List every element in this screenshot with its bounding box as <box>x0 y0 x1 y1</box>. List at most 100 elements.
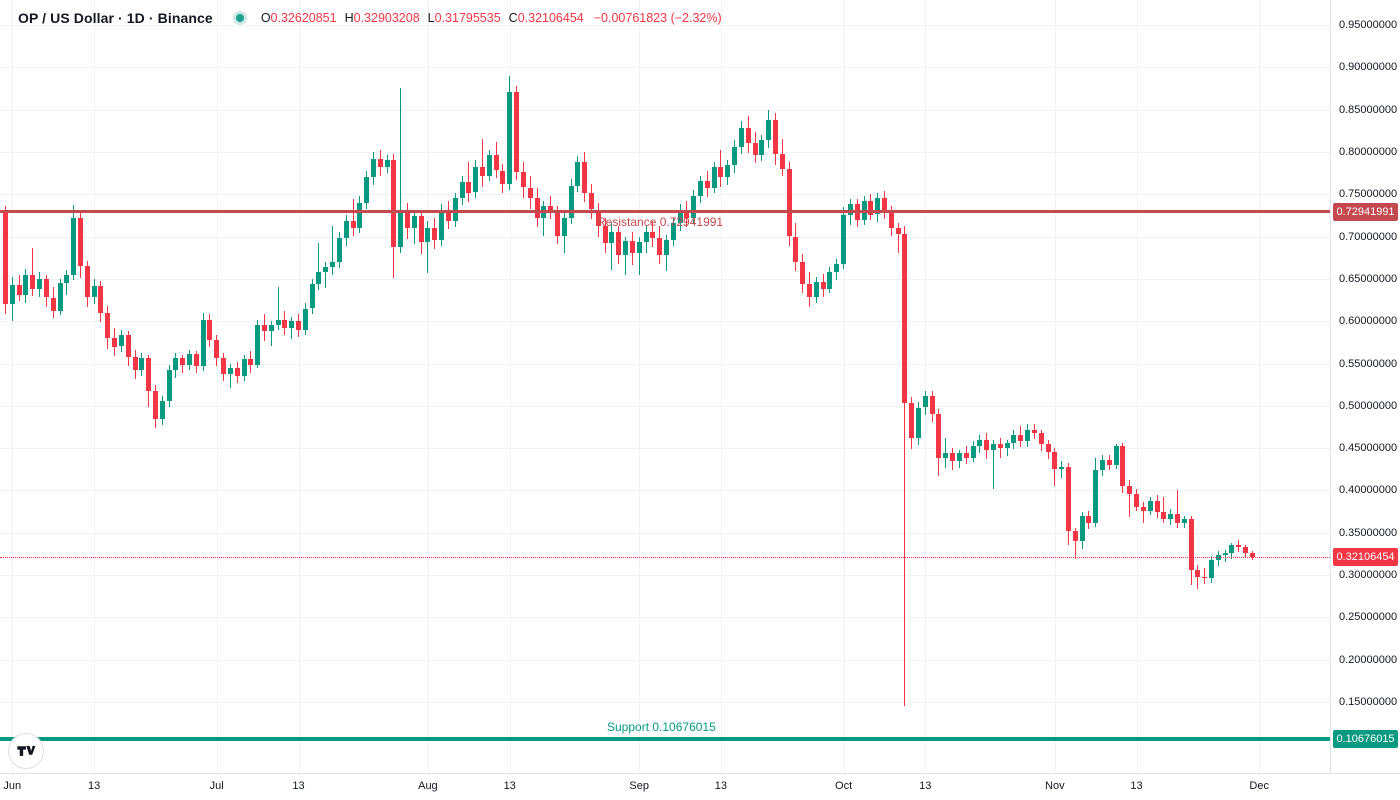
candle[interactable] <box>1249 553 1255 558</box>
candle[interactable] <box>875 197 881 215</box>
candle[interactable] <box>125 334 131 357</box>
candle[interactable] <box>248 359 254 366</box>
candle[interactable] <box>1229 545 1235 553</box>
candle[interactable] <box>827 272 833 289</box>
candle[interactable] <box>493 155 499 171</box>
candle[interactable] <box>452 197 458 222</box>
candle[interactable] <box>847 204 853 215</box>
candle[interactable] <box>323 267 329 273</box>
resistance-price-badge[interactable]: 0.72941991 <box>1333 202 1398 221</box>
candle[interactable] <box>486 155 492 176</box>
candle[interactable] <box>3 211 8 305</box>
candle[interactable] <box>473 167 479 193</box>
candle[interactable] <box>623 240 628 256</box>
candle[interactable] <box>1154 500 1160 512</box>
candle[interactable] <box>841 214 847 264</box>
candle[interactable] <box>766 119 772 140</box>
candle[interactable] <box>432 228 438 240</box>
candle[interactable] <box>350 221 356 229</box>
candle[interactable] <box>1038 432 1044 444</box>
candle[interactable] <box>391 160 397 247</box>
candle[interactable] <box>820 282 826 289</box>
candle[interactable] <box>445 211 451 222</box>
candle[interactable] <box>152 390 158 420</box>
candle[interactable] <box>970 446 976 459</box>
candle[interactable] <box>309 283 315 309</box>
candle[interactable] <box>146 358 152 391</box>
candle[interactable] <box>1222 553 1228 555</box>
candle[interactable] <box>112 338 117 347</box>
candle[interactable] <box>595 209 601 227</box>
candle[interactable] <box>738 128 744 147</box>
candle[interactable] <box>779 153 785 169</box>
support-line[interactable] <box>0 736 1330 741</box>
candle[interactable] <box>963 453 969 459</box>
candle[interactable] <box>336 238 342 262</box>
candle[interactable] <box>1045 443 1051 453</box>
candle[interactable] <box>786 168 792 237</box>
candle[interactable] <box>234 367 240 377</box>
candle[interactable] <box>343 221 349 239</box>
candle[interactable] <box>1140 507 1146 511</box>
candle[interactable] <box>289 321 295 328</box>
candle[interactable] <box>507 91 513 184</box>
candle[interactable] <box>691 195 697 218</box>
candle[interactable] <box>929 395 935 415</box>
candle[interactable] <box>384 160 390 168</box>
candle[interactable] <box>1188 519 1194 570</box>
candle[interactable] <box>1168 514 1174 520</box>
candle[interactable] <box>1243 547 1249 553</box>
candle[interactable] <box>800 261 806 284</box>
candle[interactable] <box>214 339 220 359</box>
candle[interactable] <box>657 238 663 256</box>
chart-area[interactable]: Resistance 0.72941991 Support 0.10676015 <box>0 0 1330 773</box>
candle[interactable] <box>221 358 226 374</box>
candle[interactable] <box>888 211 894 228</box>
candle[interactable] <box>1209 559 1214 579</box>
candle[interactable] <box>98 285 104 313</box>
candle[interactable] <box>950 453 956 461</box>
candle[interactable] <box>956 453 962 461</box>
candle[interactable] <box>23 274 29 295</box>
candle[interactable] <box>698 180 703 196</box>
candle[interactable] <box>554 211 560 237</box>
candle[interactable] <box>643 231 649 242</box>
candle[interactable] <box>663 239 669 256</box>
candle[interactable] <box>466 181 472 193</box>
candle[interactable] <box>500 170 506 184</box>
candle[interactable] <box>1079 515 1085 542</box>
candle[interactable] <box>725 165 731 178</box>
resistance-line[interactable] <box>0 209 1330 214</box>
candle[interactable] <box>684 209 690 218</box>
candle[interactable] <box>370 158 376 178</box>
candle[interactable] <box>180 358 186 366</box>
last-price-badge[interactable]: 0.32106454 <box>1333 548 1398 567</box>
candle[interactable] <box>561 217 567 237</box>
candle[interactable] <box>1195 570 1201 577</box>
candle[interactable] <box>439 211 445 240</box>
candle[interactable] <box>296 321 301 330</box>
candle[interactable] <box>91 285 97 298</box>
candle[interactable] <box>514 91 519 173</box>
candle[interactable] <box>459 181 465 198</box>
candle[interactable] <box>1093 470 1099 523</box>
candle[interactable] <box>1236 545 1242 548</box>
candle[interactable] <box>64 274 70 284</box>
candle[interactable] <box>881 197 887 212</box>
candle[interactable] <box>405 212 410 228</box>
candle[interactable] <box>398 212 404 247</box>
candle[interactable] <box>1004 443 1010 449</box>
candle[interactable] <box>1127 486 1133 494</box>
candle[interactable] <box>813 282 819 298</box>
candle[interactable] <box>1147 500 1153 511</box>
candle[interactable] <box>1031 429 1037 433</box>
candle[interactable] <box>1174 514 1180 523</box>
candle[interactable] <box>575 162 581 186</box>
candle[interactable] <box>902 234 908 404</box>
candle[interactable] <box>411 216 417 228</box>
tradingview-logo[interactable] <box>8 733 44 769</box>
candle[interactable] <box>895 228 901 234</box>
candle[interactable] <box>677 209 683 223</box>
candle[interactable] <box>527 187 533 198</box>
candle[interactable] <box>1072 531 1078 542</box>
